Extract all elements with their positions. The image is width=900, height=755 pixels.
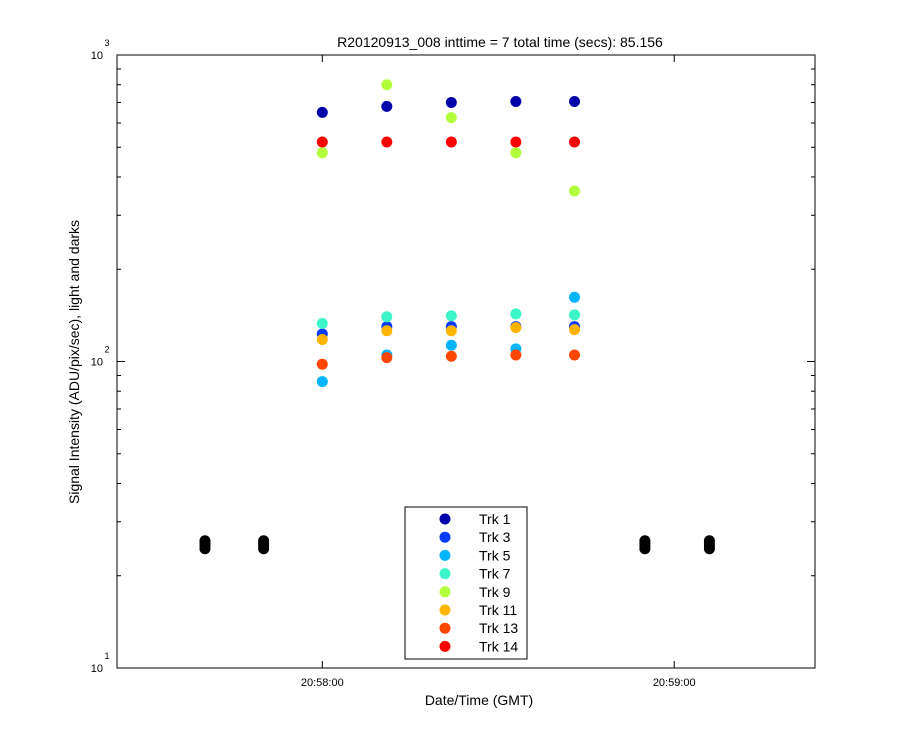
legend-marker bbox=[439, 622, 451, 634]
legend-label: Trk 1 bbox=[479, 511, 511, 527]
legend-label: Trk 9 bbox=[479, 584, 511, 600]
data-point bbox=[316, 333, 328, 345]
data-point bbox=[569, 291, 581, 303]
legend-marker bbox=[439, 640, 451, 652]
data-point bbox=[381, 352, 393, 364]
y-tick-label: 10 bbox=[91, 50, 103, 62]
legend-label: Trk 14 bbox=[479, 638, 518, 654]
data-point bbox=[445, 310, 457, 322]
data-points bbox=[316, 79, 581, 388]
y-axis-label: Signal Intensity (ADU/pix/sec), light an… bbox=[66, 220, 82, 504]
data-point bbox=[316, 376, 328, 388]
dark-point bbox=[703, 535, 715, 547]
data-point bbox=[569, 185, 581, 197]
data-point bbox=[316, 318, 328, 330]
legend-label: Trk 13 bbox=[479, 620, 518, 636]
data-point bbox=[510, 96, 522, 108]
data-point bbox=[316, 106, 328, 118]
y-tick-exponent: 2 bbox=[104, 345, 109, 355]
dark-points bbox=[199, 535, 715, 555]
data-point bbox=[569, 349, 581, 361]
data-point bbox=[510, 322, 522, 334]
legend-marker bbox=[439, 586, 451, 598]
legend-marker bbox=[439, 531, 451, 543]
y-tick-exponent: 3 bbox=[104, 38, 109, 48]
y-tick-label: 10 bbox=[91, 357, 103, 369]
data-point bbox=[445, 112, 457, 124]
data-point bbox=[510, 136, 522, 148]
legend-marker bbox=[439, 604, 451, 616]
x-ticks: 20:58:00 20:59:00 bbox=[301, 55, 696, 689]
legend-marker bbox=[439, 513, 451, 525]
data-point bbox=[381, 311, 393, 323]
y-tick-exponent: 1 bbox=[104, 651, 109, 661]
x-tick-label: 20:59:00 bbox=[653, 677, 696, 689]
data-point bbox=[510, 147, 522, 159]
data-point bbox=[445, 339, 457, 351]
x-axis-label: Date/Time (GMT) bbox=[425, 692, 533, 708]
y-minor-ticks bbox=[117, 68, 815, 577]
data-point bbox=[569, 136, 581, 148]
data-point bbox=[445, 325, 457, 337]
data-point bbox=[569, 309, 581, 321]
dark-point bbox=[258, 535, 270, 547]
y-tick-label: 10 bbox=[91, 663, 103, 675]
x-tick-label: 20:58:00 bbox=[301, 677, 344, 689]
data-point bbox=[510, 308, 522, 320]
dark-point bbox=[199, 535, 211, 547]
data-point bbox=[445, 96, 457, 108]
legend-label: Trk 11 bbox=[479, 602, 517, 618]
data-point bbox=[381, 79, 393, 91]
legend-marker bbox=[439, 568, 451, 580]
legend-items: Trk 1 Trk 3 Trk 5 Trk 7 Trk 9 Trk 11 Trk 13 Trk… bbox=[439, 511, 518, 654]
legend: Trk 1 Trk 3 Trk 5 Trk 7 Trk 9 Trk 11 Trk 13 Trk… bbox=[404, 506, 528, 660]
legend-marker bbox=[439, 549, 451, 561]
data-point bbox=[316, 147, 328, 159]
data-point bbox=[510, 349, 522, 361]
data-point bbox=[569, 96, 581, 108]
dark-point bbox=[639, 535, 651, 547]
data-point bbox=[316, 136, 328, 148]
data-point bbox=[381, 100, 393, 112]
legend-label: Trk 5 bbox=[479, 547, 511, 563]
data-point bbox=[381, 136, 393, 148]
data-point bbox=[316, 358, 328, 370]
legend-label: Trk 3 bbox=[479, 529, 511, 545]
legend-label: Trk 7 bbox=[479, 566, 511, 582]
legend-box bbox=[404, 506, 528, 660]
data-point bbox=[445, 136, 457, 148]
data-point bbox=[445, 350, 457, 362]
data-point bbox=[569, 324, 581, 336]
data-point bbox=[381, 325, 393, 337]
chart-title: R20120913_008 inttime = 7 total time (se… bbox=[337, 34, 663, 50]
